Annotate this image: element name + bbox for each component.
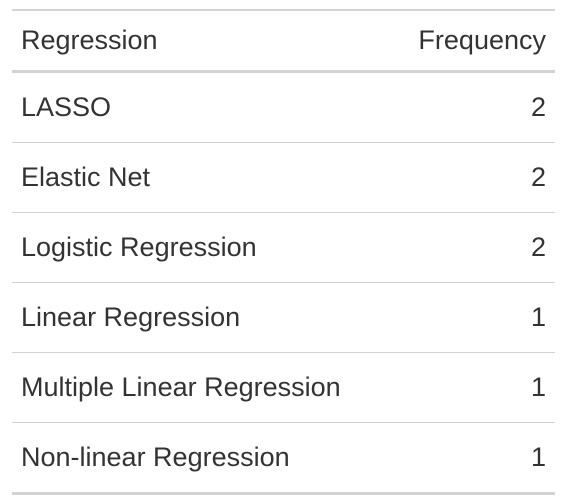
regression-cell: Non-linear Regression bbox=[21, 442, 290, 472]
frequency-cell: 2 bbox=[391, 212, 555, 283]
table-body: LASSO 2 Elastic Net 2 Logistic Regressio… bbox=[12, 71, 555, 494]
table-row: Multiple Linear Regression 1 bbox=[12, 352, 555, 423]
table-row: Elastic Net 2 bbox=[12, 142, 555, 213]
regression-cell: Elastic Net bbox=[12, 142, 392, 213]
table-container: Regression Frequency LASSO 2 Elastic Net… bbox=[12, 9, 555, 495]
table-row: Non-linear Regression 1 bbox=[12, 423, 555, 494]
regression-cell: LASSO bbox=[12, 71, 392, 143]
frequency-cell: 1 bbox=[391, 282, 555, 353]
frequency-cell: 2 bbox=[391, 71, 555, 143]
table-row: LASSO 2 bbox=[12, 71, 555, 143]
regression-frequency-table: Regression Frequency LASSO 2 Elastic Net… bbox=[12, 9, 555, 495]
column-header-regression: Regression bbox=[12, 10, 392, 73]
table-header: Regression Frequency bbox=[12, 10, 555, 73]
regression-cell: Logistic Regression bbox=[12, 212, 392, 283]
frequency-cell: 1 bbox=[530, 442, 546, 472]
column-header-frequency: Frequency bbox=[391, 10, 555, 73]
frequency-cell: 2 bbox=[391, 142, 555, 213]
table-row: Logistic Regression 2 bbox=[12, 212, 555, 283]
regression-cell: Linear Regression bbox=[12, 282, 392, 353]
frequency-cell: 1 bbox=[391, 352, 555, 423]
regression-cell: Multiple Linear Regression bbox=[12, 352, 392, 423]
table-row: Linear Regression 1 bbox=[12, 282, 555, 353]
header-row: Regression Frequency bbox=[12, 10, 555, 73]
